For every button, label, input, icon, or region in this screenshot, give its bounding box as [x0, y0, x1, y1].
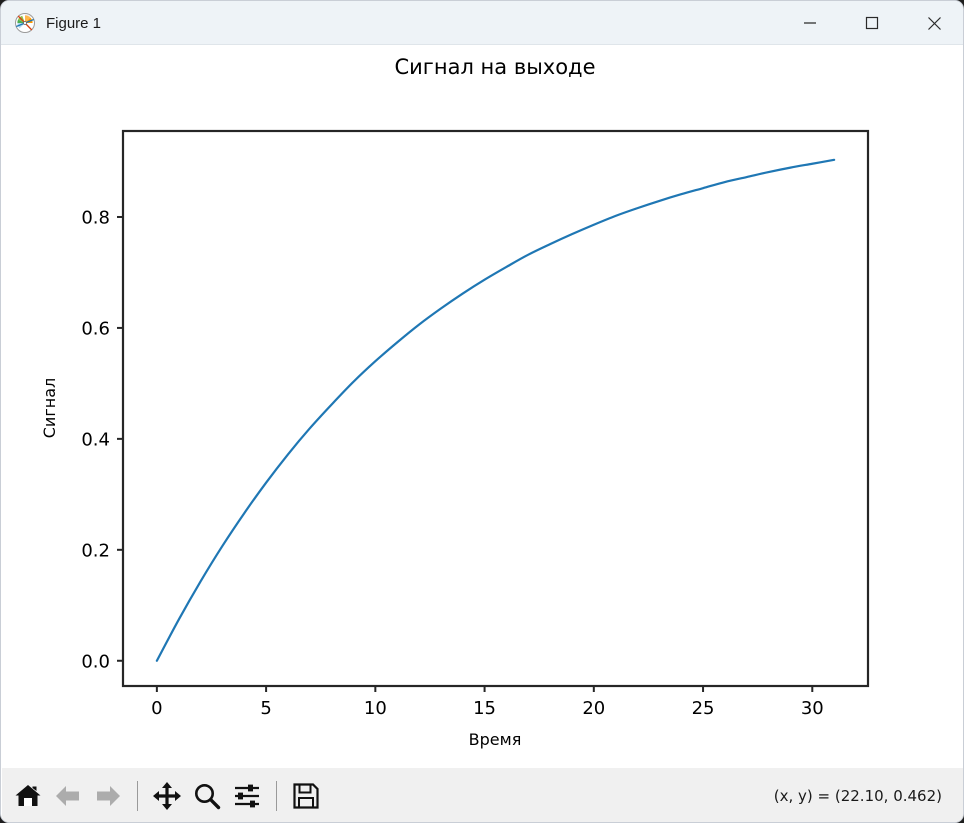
x-axis-ticks: 0 5 10 15 20 25 30 — [151, 686, 824, 719]
back-button[interactable] — [48, 774, 88, 818]
x-tick-label: 15 — [473, 698, 496, 719]
y-tick-label: 0.0 — [81, 651, 110, 672]
figure-canvas[interactable]: Сигнал на выходе Время Сигнал 0 5 10 15 20 25… — [2, 45, 963, 768]
y-axis-ticks: 0.0 0.2 0.4 0.6 0.8 — [81, 207, 123, 672]
save-button[interactable] — [286, 774, 326, 818]
floppy-disk-icon — [291, 781, 321, 811]
navigation-toolbar: (x, y) = (22.10, 0.462) — [2, 768, 963, 822]
sliders-icon — [232, 781, 262, 811]
right-arrow-icon — [94, 782, 122, 810]
axes-frame — [121, 129, 870, 688]
toolbar-separator-2 — [276, 780, 277, 811]
y-tick-label: 0.8 — [81, 207, 110, 228]
x-tick-label: 0 — [151, 698, 162, 719]
title-bar-left: Figure 1 — [14, 1, 101, 45]
x-tick-label: 25 — [692, 698, 715, 719]
title-bar: Figure 1 — [1, 1, 963, 45]
window-controls — [779, 1, 963, 45]
minimize-button[interactable] — [779, 1, 841, 45]
maximize-button[interactable] — [841, 1, 903, 45]
pan-button[interactable] — [147, 774, 187, 818]
home-icon — [13, 781, 43, 811]
plot-svg: Сигнал на выходе Время Сигнал 0 5 10 15 20 25… — [2, 45, 963, 768]
home-button[interactable] — [8, 774, 48, 818]
y-tick-label: 0.6 — [81, 318, 110, 339]
x-tick-label: 10 — [364, 698, 387, 719]
configure-subplots-button[interactable] — [227, 774, 267, 818]
toolbar-separator-1 — [137, 780, 138, 811]
zoom-button[interactable] — [187, 774, 227, 818]
matplotlib-icon — [14, 12, 36, 34]
coordinate-readout: (x, y) = (22.10, 0.462) — [773, 786, 942, 805]
x-tick-label: 5 — [260, 698, 271, 719]
chart-title: Сигнал на выходе — [395, 55, 596, 79]
signal-line — [155, 158, 836, 662]
close-button[interactable] — [903, 1, 963, 45]
window-title: Figure 1 — [46, 14, 102, 32]
left-arrow-icon — [54, 782, 82, 810]
y-axis-label: Сигнал — [40, 378, 59, 438]
forward-button[interactable] — [88, 774, 128, 818]
move-cross-arrows-icon — [152, 781, 182, 811]
y-tick-label: 0.4 — [81, 429, 110, 450]
x-tick-label: 30 — [801, 698, 824, 719]
y-tick-label: 0.2 — [81, 540, 110, 561]
magnifier-icon — [192, 781, 222, 811]
x-axis-label: Время — [469, 730, 522, 749]
x-tick-label: 20 — [582, 698, 605, 719]
